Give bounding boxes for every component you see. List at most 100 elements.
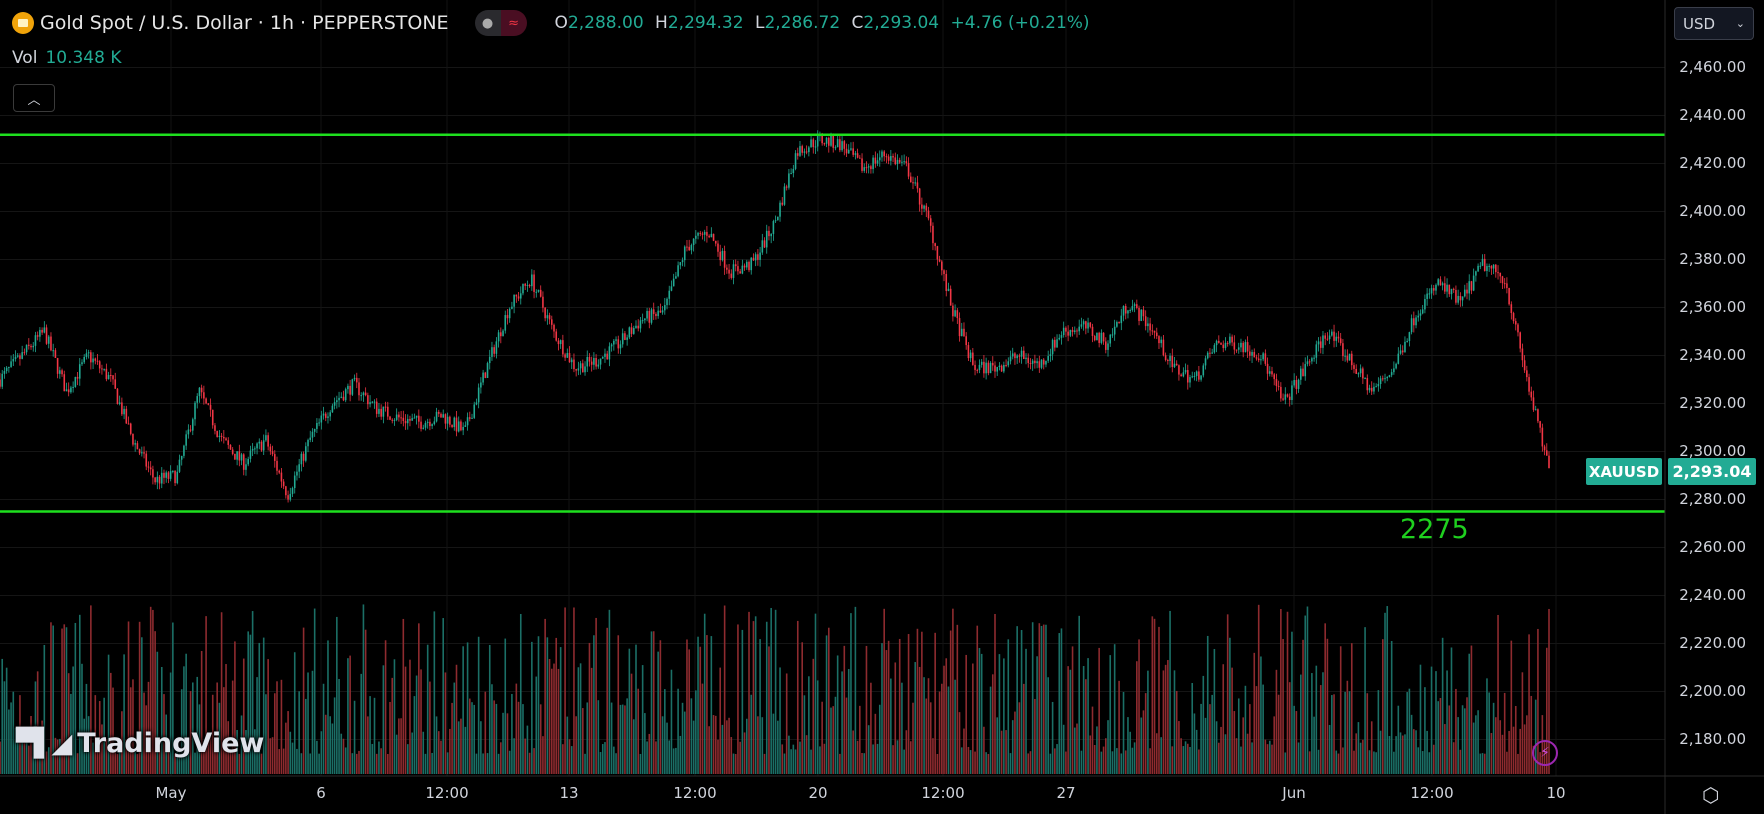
candle-body <box>575 369 577 371</box>
candle-body <box>1116 322 1118 327</box>
volume-bar <box>1191 683 1194 774</box>
volume-bar <box>701 683 704 774</box>
candle-body <box>1200 375 1202 380</box>
volume-bar <box>983 726 985 774</box>
candle-body <box>1113 326 1116 335</box>
volume-bar <box>1226 614 1229 774</box>
candle-body <box>418 415 420 422</box>
candle-body <box>78 364 81 379</box>
volume-bar <box>898 638 901 774</box>
currency-select[interactable]: USD ⌄ <box>1674 7 1754 40</box>
volume-bar <box>712 715 715 774</box>
volume-bar <box>1147 670 1149 774</box>
volume-bar <box>249 634 252 774</box>
volume-bar <box>216 682 218 774</box>
candle-body <box>785 186 788 188</box>
level-annotation[interactable]: 2275 <box>1400 514 1469 545</box>
volume-bar <box>333 697 336 774</box>
candle-body <box>1399 350 1402 354</box>
candle-body <box>1058 337 1061 340</box>
candle-body <box>929 218 932 226</box>
last-price-label: 2,293.04 <box>1668 458 1756 485</box>
candle-body <box>830 135 832 146</box>
volume-bar <box>832 706 835 774</box>
volume-bar <box>1124 750 1127 774</box>
volume-bar <box>1142 710 1145 774</box>
candle-body <box>1450 288 1453 295</box>
volume-bar <box>1337 753 1340 774</box>
settings-icon[interactable]: ⬡ <box>1702 783 1720 807</box>
candle-body <box>1326 338 1329 340</box>
candle-body <box>422 427 425 429</box>
candle-body <box>548 315 551 320</box>
price-tick: 2,420.00 <box>1679 153 1746 172</box>
volume-bar <box>231 680 234 774</box>
time-tick: 12:00 <box>921 784 965 802</box>
volume-bar <box>863 753 866 774</box>
candle-body <box>535 291 538 293</box>
volume-bar <box>1133 742 1136 774</box>
market-closed-icon: ● <box>474 10 501 36</box>
candle-body <box>1071 329 1074 332</box>
volume-bar <box>420 669 422 774</box>
candle-body <box>273 454 276 461</box>
candle-body <box>1142 309 1145 317</box>
volume-bar <box>1477 710 1479 774</box>
volume-bar <box>976 625 979 774</box>
candle-body <box>1404 341 1406 353</box>
candle-body <box>336 400 338 403</box>
volume-bar <box>799 741 801 774</box>
volume-bar <box>1499 720 1502 774</box>
candle-body <box>85 353 88 358</box>
volume-bar <box>358 750 360 774</box>
candle-body <box>661 310 664 313</box>
symbol-title[interactable]: Gold Spot / U.S. Dollar · 1h · PEPPERSTO… <box>40 12 449 34</box>
tradingview-logo[interactable]: ▀▌◢ TradingView <box>16 728 264 759</box>
horizontal-levels[interactable] <box>0 133 1665 513</box>
candle-body <box>1381 378 1384 380</box>
volume-bar <box>1222 664 1225 774</box>
candle-body <box>1231 336 1233 343</box>
candle-body <box>329 412 331 417</box>
candle-body <box>21 352 23 359</box>
candle-body <box>998 365 1001 368</box>
candle-body <box>821 135 823 144</box>
candle-body <box>872 157 874 170</box>
candle-body <box>586 357 589 367</box>
candle-body <box>1386 376 1389 379</box>
candle-body <box>1038 361 1041 368</box>
candle-body <box>686 246 688 248</box>
market-status-pill[interactable]: ● ≈ <box>474 10 527 36</box>
candle-body <box>508 308 511 319</box>
volume-bar <box>533 748 535 774</box>
candle-body <box>1149 323 1151 331</box>
volume-bar <box>1129 731 1131 774</box>
volume-bar <box>632 719 635 774</box>
candle-body <box>980 361 983 365</box>
volume-bar <box>535 676 538 774</box>
volume-bar <box>1231 667 1233 774</box>
candle-body <box>1085 321 1087 329</box>
candle-body <box>185 434 187 446</box>
lightning-icon[interactable]: ⚡ <box>1532 740 1558 766</box>
volume-bar <box>160 666 163 774</box>
volume-bar <box>528 752 531 774</box>
volume-bar <box>885 650 888 774</box>
collapse-legend-button[interactable]: ︿ <box>13 84 55 112</box>
candle-body <box>76 376 79 379</box>
candle-body <box>956 310 959 319</box>
candle-body <box>765 230 768 248</box>
volume-bar <box>555 637 558 774</box>
candle-body <box>1534 409 1537 411</box>
candle-body <box>351 379 354 395</box>
candle-body <box>794 153 797 169</box>
candle-body <box>347 385 349 390</box>
volume-bar <box>32 739 35 774</box>
volume-bar <box>280 679 283 774</box>
volume-bar <box>473 704 476 774</box>
volume-bar <box>437 731 440 774</box>
candle-body <box>1483 258 1486 272</box>
candle-body <box>1339 338 1342 344</box>
candle-body <box>712 233 715 241</box>
